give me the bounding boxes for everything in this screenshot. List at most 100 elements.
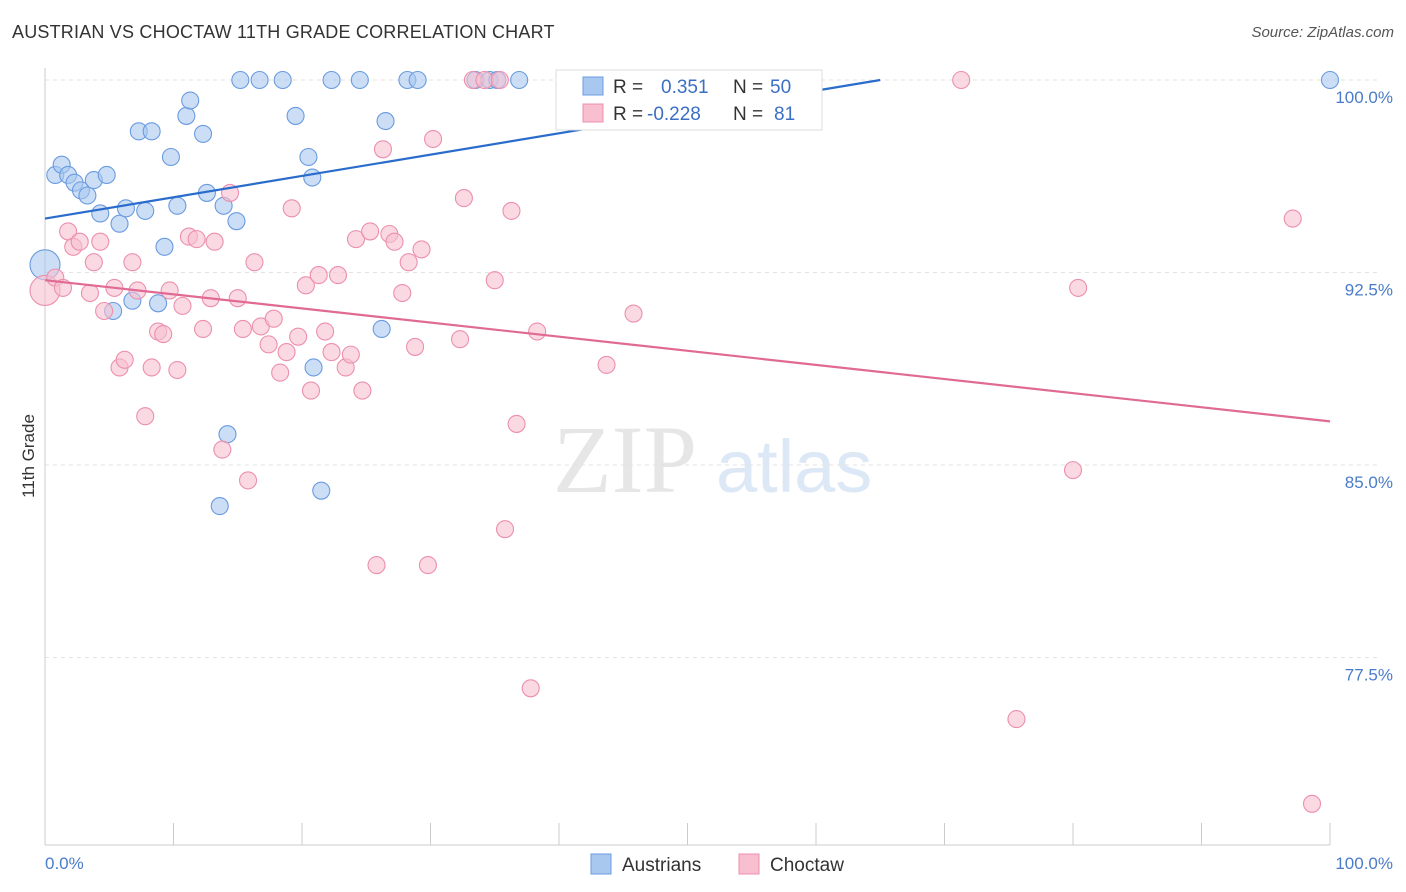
x-tick-label-1: 100.0% [1335, 854, 1393, 873]
point-austrians-28 [227, 212, 246, 231]
point-choctaw-15 [136, 407, 155, 426]
point-choctaw-31 [238, 471, 258, 490]
point-austrians-21 [177, 106, 196, 125]
point-choctaw-16 [142, 358, 161, 377]
series-legend-swatch-choctaw [738, 853, 760, 875]
point-choctaw-6 [80, 283, 100, 303]
legend-n-value-1: 50 [770, 77, 791, 98]
point-choctaw-58 [412, 240, 431, 259]
point-choctaw-66 [490, 70, 509, 90]
point-choctaw-38 [282, 199, 301, 218]
legend-r-label-2: R = [613, 104, 643, 125]
x-tick-label-0: 0.0% [45, 854, 84, 873]
point-choctaw-76 [1007, 710, 1026, 729]
point-choctaw-69 [507, 414, 526, 433]
series-legend-swatch-austrians [590, 853, 612, 875]
point-choctaw-61 [451, 330, 470, 349]
legend-swatch-choctaw [582, 103, 604, 123]
watermark-atlas: atlas [716, 425, 872, 508]
point-choctaw-12 [115, 350, 134, 369]
point-choctaw-23 [187, 230, 206, 249]
point-austrians-22 [181, 91, 200, 110]
point-choctaw-45 [328, 266, 348, 285]
point-choctaw-21 [173, 296, 192, 315]
point-choctaw-50 [361, 222, 380, 241]
point-austrians-18 [155, 237, 174, 256]
point-choctaw-71 [528, 322, 547, 341]
legend-r-label-1: R = [613, 77, 643, 98]
point-choctaw-8 [91, 232, 110, 251]
point-austrians-31 [273, 70, 292, 90]
point-austrians-9 [97, 165, 116, 185]
point-austrians-32 [286, 106, 305, 125]
point-austrians-33 [299, 147, 318, 167]
series-legend-label-choctaw: Choctaw [770, 855, 844, 876]
watermark-zip: ZIP [553, 406, 697, 513]
legend-n-label-1: N = [733, 77, 763, 98]
point-choctaw-70 [521, 679, 540, 698]
point-choctaw-67 [495, 520, 515, 539]
point-choctaw-24 [194, 319, 213, 339]
legend-n-value-2: 81 [774, 104, 795, 125]
axes [44, 68, 1331, 846]
point-austrians-6 [78, 186, 97, 205]
point-choctaw-48 [346, 230, 366, 249]
point-choctaw-37 [277, 343, 296, 362]
point-austrians-20 [168, 196, 187, 215]
point-austrians-38 [350, 70, 369, 90]
point-choctaw-54 [385, 232, 404, 251]
point-choctaw-73 [597, 355, 616, 374]
point-choctaw-13 [123, 253, 142, 272]
point-choctaw-5 [70, 232, 89, 251]
legend-n-label-2: N = [733, 104, 763, 125]
point-choctaw-44 [322, 343, 341, 362]
y-tick-label-0: 77.5% [1345, 666, 1393, 685]
point-austrians-15 [136, 201, 155, 220]
point-choctaw-80 [1302, 794, 1322, 813]
point-choctaw-9 [95, 301, 114, 321]
point-choctaw-18 [154, 325, 173, 344]
chart-title: AUSTRIAN VS CHOCTAW 11TH GRADE CORRELATI… [12, 22, 555, 42]
point-choctaw-75 [952, 70, 971, 90]
point-choctaw-56 [399, 253, 418, 272]
point-choctaw-51 [367, 556, 386, 575]
legend-r-value-2: -0.228 [647, 104, 701, 125]
point-choctaw-59 [418, 556, 437, 575]
y-tick-label-1: 85.0% [1345, 473, 1393, 492]
point-choctaw-68 [502, 201, 521, 220]
y-tick-label-3: 100.0% [1335, 88, 1393, 107]
point-choctaw-60 [424, 129, 443, 149]
y-tick-labels: 77.5% 85.0% 92.5% 100.0% [1335, 88, 1393, 685]
series-legend-label-austrians: Austrians [622, 855, 701, 876]
point-choctaw-7 [84, 253, 103, 272]
point-choctaw-77 [1063, 461, 1083, 480]
point-choctaw-29 [228, 289, 247, 308]
point-choctaw-34 [259, 335, 278, 354]
point-austrians-19 [161, 147, 180, 167]
point-choctaw-19 [160, 281, 179, 300]
point-austrians-46 [510, 70, 529, 90]
point-austrians-39 [372, 319, 391, 339]
point-austrians-49 [1320, 70, 1340, 90]
point-choctaw-30 [233, 319, 252, 339]
point-choctaw-49 [353, 381, 372, 400]
point-choctaw-78 [1069, 278, 1088, 297]
point-choctaw-42 [309, 266, 328, 285]
point-austrians-37 [322, 70, 341, 90]
point-choctaw-20 [168, 360, 187, 380]
point-choctaw-47 [341, 345, 360, 364]
point-austrians-42 [408, 70, 427, 90]
point-choctaw-35 [264, 309, 283, 328]
x-tick-labels: 0.0% 100.0% [45, 854, 1393, 873]
point-choctaw-32 [245, 253, 264, 272]
point-austrians-11 [110, 214, 129, 233]
point-choctaw-57 [406, 337, 425, 356]
point-choctaw-40 [296, 276, 315, 295]
point-austrians-40 [376, 112, 395, 131]
point-austrians-35 [304, 358, 323, 377]
point-choctaw-62 [454, 189, 473, 208]
gridlines [45, 79, 1380, 658]
legend-swatch-austrians [582, 76, 604, 96]
point-austrians-34 [303, 168, 322, 187]
point-choctaw-55 [393, 283, 412, 303]
